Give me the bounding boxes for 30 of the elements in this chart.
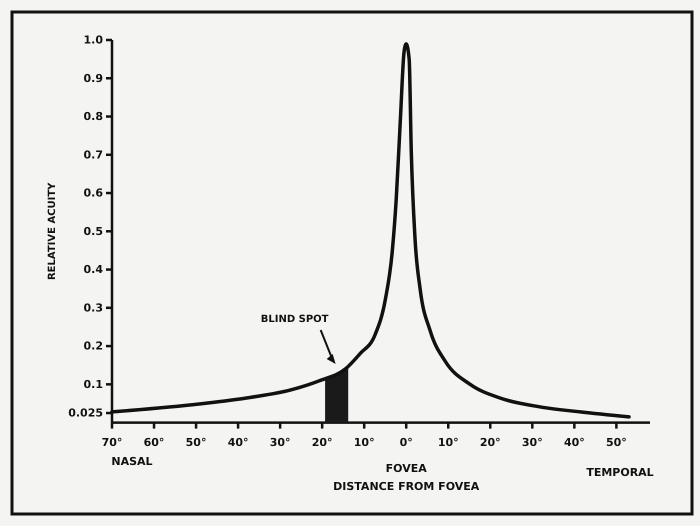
x-axis-title: DISTANCE FROM FOVEA — [333, 480, 480, 493]
x-tick-label: 10° — [354, 436, 375, 449]
y-tick-label: 0.4 — [84, 263, 104, 276]
x-tick-label: 30° — [270, 436, 291, 449]
y-tick-label: 0.9 — [84, 72, 103, 85]
y-tick-label: 0.025 — [68, 406, 103, 420]
y-tick-label: 0.8 — [84, 110, 103, 124]
x-tick-label: 50° — [186, 436, 206, 449]
x-tick-label: 10° — [438, 436, 459, 449]
text: FOVEA — [386, 462, 428, 475]
x-tick-label: 70° — [102, 436, 122, 449]
band-label: BLIND SPOT — [260, 314, 329, 325]
y-tick-label: 0.7 — [84, 148, 103, 162]
y-tick-label: 0.2 — [84, 340, 103, 353]
text: TEMPORAL — [586, 466, 654, 479]
text: NASAL — [111, 455, 153, 468]
x-tick-label: 40° — [564, 436, 585, 449]
y-tick-label: 0.3 — [84, 301, 103, 314]
y-tick-label: 0.1 — [84, 378, 103, 391]
x-tick-label: 60° — [144, 436, 164, 449]
x-tick-label: 30° — [522, 436, 543, 449]
y-tick-label: 1.0 — [84, 34, 104, 47]
x-tick-label: 50° — [606, 436, 627, 449]
x-tick-label: 20° — [480, 436, 501, 449]
y-tick-label: 0.5 — [84, 224, 103, 238]
x-tick-label: 20° — [312, 436, 333, 449]
x-tick-label: 0° — [400, 436, 413, 449]
x-tick-label: 40° — [228, 436, 248, 449]
y-axis-title: RELATIVE ACUITY — [47, 182, 58, 280]
y-tick-label: 0.6 — [84, 186, 104, 200]
